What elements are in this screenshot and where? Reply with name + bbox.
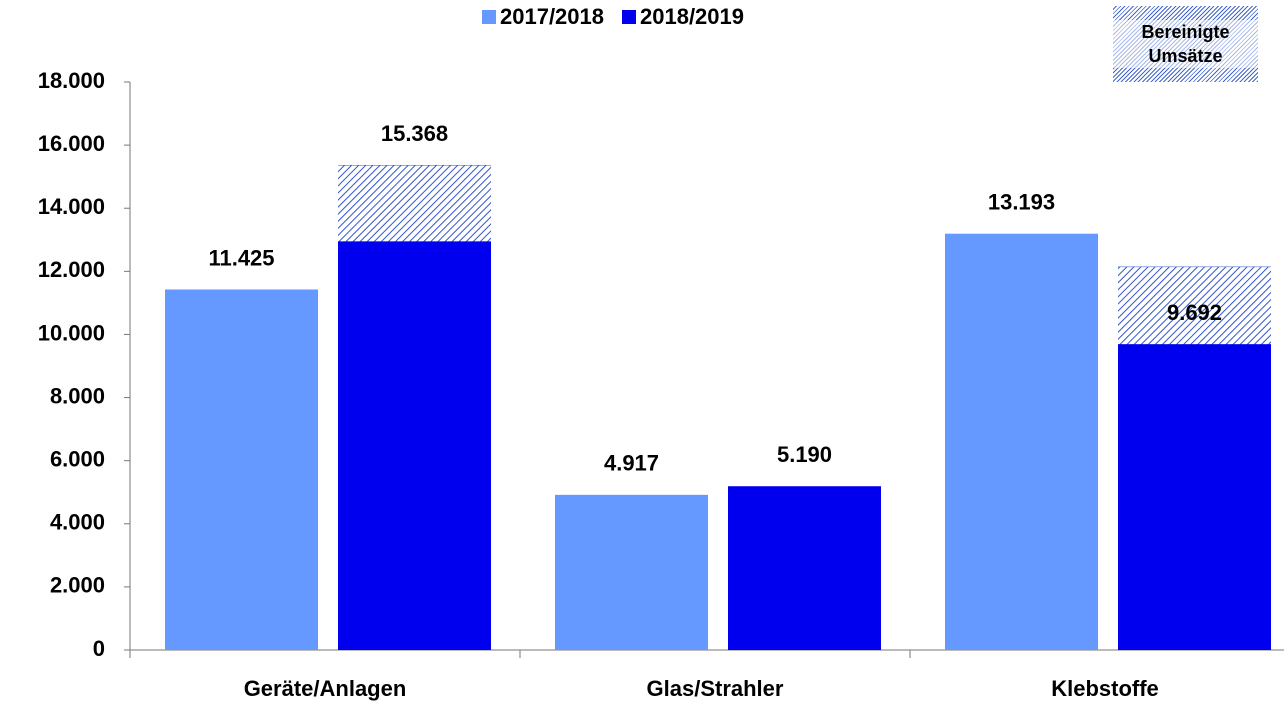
y-tick-label: 12.000 bbox=[38, 257, 105, 282]
y-tick-label: 4.000 bbox=[50, 510, 105, 535]
bar bbox=[165, 289, 318, 650]
y-tick-label: 6.000 bbox=[50, 446, 105, 471]
x-tick-label: Geräte/Anlagen bbox=[244, 676, 407, 701]
y-tick-label: 14.000 bbox=[38, 194, 105, 219]
legend-box: Bereinigte Umsätze bbox=[1113, 6, 1258, 82]
y-tick-label: 2.000 bbox=[50, 573, 105, 598]
x-tick-label: Glas/Strahler bbox=[647, 676, 784, 701]
bar-outline bbox=[1118, 266, 1271, 268]
legend-label: 2018/2019 bbox=[640, 4, 744, 29]
data-label: 11.425 bbox=[208, 245, 274, 270]
y-tick-label: 16.000 bbox=[38, 131, 105, 156]
data-label: 9.692 bbox=[1167, 300, 1222, 325]
x-tick-label: Klebstoffe bbox=[1051, 676, 1159, 701]
bar bbox=[1118, 344, 1271, 650]
bar bbox=[555, 494, 708, 650]
bar bbox=[945, 233, 1098, 650]
y-tick-label: 18.000 bbox=[38, 68, 105, 93]
y-tick-label: 10.000 bbox=[38, 320, 105, 345]
legend-swatch bbox=[622, 10, 636, 24]
data-label: 4.917 bbox=[604, 451, 659, 476]
y-tick-label: 0 bbox=[93, 636, 105, 661]
legend-swatch bbox=[482, 10, 496, 24]
legend-label: 2017/2018 bbox=[500, 4, 604, 29]
bar-outline bbox=[338, 165, 491, 166]
bar bbox=[728, 486, 881, 650]
bar bbox=[338, 241, 491, 650]
y-tick-label: 8.000 bbox=[50, 383, 105, 408]
data-label: 5.190 bbox=[777, 442, 832, 467]
data-label: 15.368 bbox=[381, 121, 448, 146]
legend-label: Bereinigte Umsätze bbox=[1113, 20, 1258, 68]
data-label: 13.193 bbox=[988, 190, 1055, 215]
